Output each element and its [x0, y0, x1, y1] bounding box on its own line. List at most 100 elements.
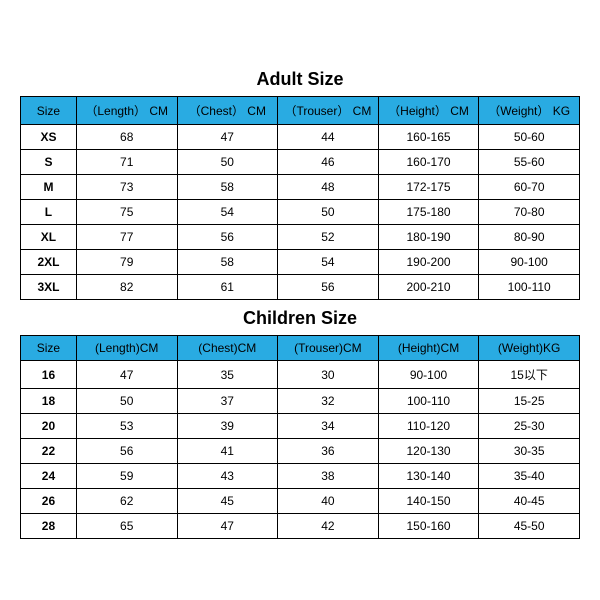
cell-size: L: [21, 200, 77, 225]
col-height: （Height） CM: [378, 97, 479, 125]
cell-value: 55-60: [479, 150, 580, 175]
cell-size: 2XL: [21, 250, 77, 275]
cell-value: 50: [278, 200, 379, 225]
children-title: Children Size: [20, 300, 580, 335]
cell-value: 15以下: [479, 361, 580, 389]
cell-value: 46: [278, 150, 379, 175]
col-size: Size: [21, 97, 77, 125]
adult-header-row: Size （Length） CM （Chest） CM （Trouser） CM…: [21, 97, 580, 125]
col-length: (Length)CM: [76, 336, 177, 361]
cell-value: 180-190: [378, 225, 479, 250]
cell-value: 150-160: [378, 514, 479, 539]
cell-value: 47: [177, 514, 278, 539]
cell-value: 65: [76, 514, 177, 539]
table-row: 20533934110-12025-30: [21, 414, 580, 439]
size-chart: Adult Size Size （Length） CM （Chest） CM （…: [20, 51, 580, 549]
adult-table: Size （Length） CM （Chest） CM （Trouser） CM…: [20, 96, 580, 300]
cell-value: 32: [278, 389, 379, 414]
cell-value: 34: [278, 414, 379, 439]
col-size: Size: [21, 336, 77, 361]
cell-size: 16: [21, 361, 77, 389]
children-table: Size (Length)CM (Chest)CM (Trouser)CM (H…: [20, 335, 580, 539]
cell-value: 100-110: [479, 275, 580, 300]
col-height: (Height)CM: [378, 336, 479, 361]
cell-value: 90-100: [378, 361, 479, 389]
cell-value: 61: [177, 275, 278, 300]
cell-value: 44: [278, 125, 379, 150]
cell-value: 56: [278, 275, 379, 300]
table-row: 2XL795854190-20090-100: [21, 250, 580, 275]
table-row: L755450175-18070-80: [21, 200, 580, 225]
cell-value: 56: [177, 225, 278, 250]
cell-value: 47: [177, 125, 278, 150]
cell-value: 68: [76, 125, 177, 150]
cell-value: 79: [76, 250, 177, 275]
table-row: XS684744160-16550-60: [21, 125, 580, 150]
cell-value: 71: [76, 150, 177, 175]
cell-size: XS: [21, 125, 77, 150]
cell-size: 28: [21, 514, 77, 539]
cell-value: 39: [177, 414, 278, 439]
cell-value: 40-45: [479, 489, 580, 514]
col-trouser: （Trouser） CM: [278, 97, 379, 125]
cell-value: 90-100: [479, 250, 580, 275]
cell-value: 58: [177, 250, 278, 275]
cell-value: 47: [76, 361, 177, 389]
cell-value: 130-140: [378, 464, 479, 489]
table-row: 1647353090-10015以下: [21, 361, 580, 389]
cell-size: M: [21, 175, 77, 200]
cell-value: 160-170: [378, 150, 479, 175]
cell-value: 30: [278, 361, 379, 389]
cell-value: 56: [76, 439, 177, 464]
cell-value: 54: [278, 250, 379, 275]
col-length: （Length） CM: [76, 97, 177, 125]
cell-value: 45: [177, 489, 278, 514]
cell-value: 70-80: [479, 200, 580, 225]
cell-value: 40: [278, 489, 379, 514]
adult-body: XS684744160-16550-60S715046160-17055-60M…: [21, 125, 580, 300]
col-trouser: (Trouser)CM: [278, 336, 379, 361]
children-body: 1647353090-10015以下18503732100-11015-2520…: [21, 361, 580, 539]
table-row: S715046160-17055-60: [21, 150, 580, 175]
cell-size: 3XL: [21, 275, 77, 300]
cell-value: 100-110: [378, 389, 479, 414]
cell-value: 80-90: [479, 225, 580, 250]
cell-size: 26: [21, 489, 77, 514]
cell-value: 35: [177, 361, 278, 389]
cell-value: 60-70: [479, 175, 580, 200]
cell-value: 50: [177, 150, 278, 175]
cell-size: 20: [21, 414, 77, 439]
cell-value: 38: [278, 464, 379, 489]
cell-value: 30-35: [479, 439, 580, 464]
cell-value: 37: [177, 389, 278, 414]
cell-value: 15-25: [479, 389, 580, 414]
cell-value: 50: [76, 389, 177, 414]
cell-value: 50-60: [479, 125, 580, 150]
col-chest: （Chest） CM: [177, 97, 278, 125]
col-weight: (Weight)KG: [479, 336, 580, 361]
cell-value: 43: [177, 464, 278, 489]
cell-value: 73: [76, 175, 177, 200]
cell-value: 52: [278, 225, 379, 250]
children-header-row: Size (Length)CM (Chest)CM (Trouser)CM (H…: [21, 336, 580, 361]
col-weight: （Weight） KG: [479, 97, 580, 125]
table-row: 24594338130-14035-40: [21, 464, 580, 489]
cell-size: XL: [21, 225, 77, 250]
cell-value: 82: [76, 275, 177, 300]
adult-title: Adult Size: [20, 61, 580, 96]
table-row: 22564136120-13030-35: [21, 439, 580, 464]
cell-value: 42: [278, 514, 379, 539]
cell-value: 54: [177, 200, 278, 225]
cell-value: 190-200: [378, 250, 479, 275]
cell-value: 48: [278, 175, 379, 200]
cell-value: 120-130: [378, 439, 479, 464]
table-row: 3XL826156200-210100-110: [21, 275, 580, 300]
cell-value: 35-40: [479, 464, 580, 489]
cell-value: 172-175: [378, 175, 479, 200]
cell-value: 200-210: [378, 275, 479, 300]
cell-value: 110-120: [378, 414, 479, 439]
table-row: 28654742150-16045-50: [21, 514, 580, 539]
cell-value: 59: [76, 464, 177, 489]
cell-value: 53: [76, 414, 177, 439]
cell-value: 45-50: [479, 514, 580, 539]
